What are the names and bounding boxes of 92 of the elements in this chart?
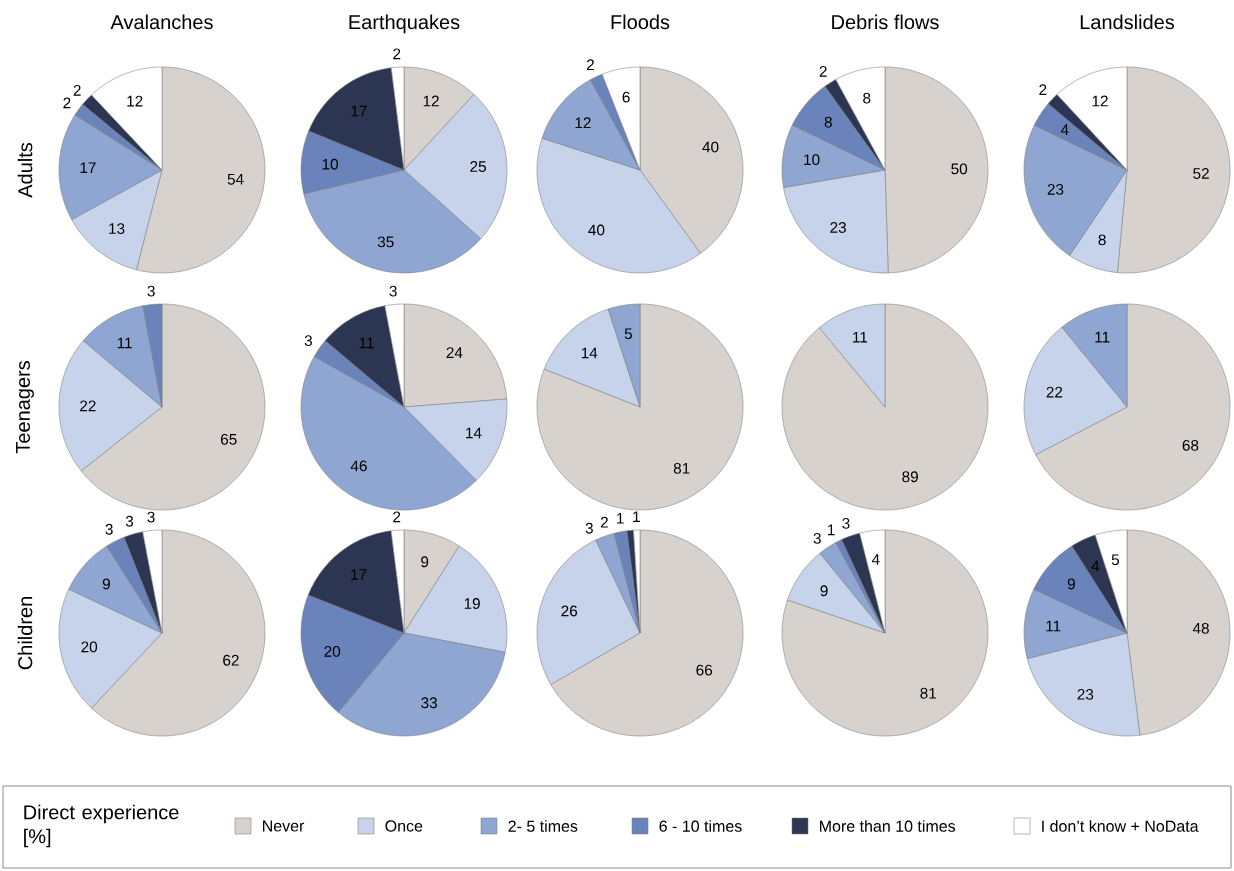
data-label: 50 (951, 163, 968, 175)
data-label: 3 (842, 517, 850, 529)
data-label: 40 (588, 224, 605, 236)
data-label: 40 (702, 141, 719, 153)
legend-label: I don’t know + NoData (1042, 820, 1199, 832)
data-label: 8 (824, 116, 832, 128)
data-label: 12 (1092, 95, 1108, 107)
data-label: 81 (920, 687, 937, 699)
legend-label: More than 10 times (820, 820, 956, 832)
data-label: 3 (147, 285, 155, 297)
data-label: 5 (1111, 554, 1120, 566)
data-label: 23 (830, 222, 846, 233)
data-label: 11 (117, 337, 132, 349)
data-label: 2 (600, 516, 608, 528)
data-label: 9 (1067, 578, 1075, 590)
chart-title: Landslides (1080, 14, 1175, 30)
data-label: 22 (1046, 386, 1063, 398)
data-label: 11 (1095, 331, 1110, 343)
data-label: 9 (102, 578, 110, 590)
data-label: 62 (223, 654, 239, 666)
data-label: 8 (1098, 234, 1106, 246)
chart-title: Earthquakes (349, 14, 460, 34)
chart-title: Debris flows (832, 14, 939, 30)
data-label: 3 (389, 285, 397, 297)
legend-title: Direct experience [%] (24, 804, 179, 848)
data-label: 8 (863, 92, 871, 104)
data-label: 66 (696, 664, 713, 676)
data-label: 25 (470, 161, 486, 172)
data-label: 3 (105, 523, 113, 535)
data-label: 4 (1060, 124, 1069, 135)
data-label: 14 (466, 427, 482, 439)
data-label: 89 (902, 471, 918, 483)
data-label: 11 (1046, 620, 1061, 632)
data-label: 19 (464, 598, 480, 609)
data-label: 23 (1047, 183, 1064, 195)
data-label: 13 (109, 223, 125, 235)
data-label: 3 (813, 532, 821, 544)
data-label: 68 (1182, 439, 1199, 451)
legend-label: Once (385, 820, 423, 832)
legend-label: 2- 5 times (508, 820, 578, 832)
text: Adults (17, 142, 33, 198)
legend-label: Never (263, 820, 305, 832)
data-label: 11 (359, 337, 374, 349)
data-label: 1 (617, 513, 624, 524)
chart-title: Avalanches (110, 14, 213, 30)
data-label: 12 (423, 95, 439, 107)
data-label: 4 (871, 554, 880, 565)
data-label: 1 (827, 524, 835, 536)
data-label: 3 (125, 515, 134, 527)
text: Children (17, 597, 33, 670)
data-label: 12 (575, 117, 591, 129)
data-label: 20 (81, 641, 98, 653)
chart-title: Floods (611, 14, 670, 30)
data-label: 2 (393, 48, 401, 60)
data-label: 9 (421, 556, 429, 568)
data-label: 10 (322, 158, 338, 170)
data-label: 2 (73, 84, 81, 96)
data-label: 5 (624, 328, 633, 340)
data-label: 17 (351, 569, 367, 580)
data-label: 9 (820, 585, 828, 597)
data-label: 2 (819, 66, 827, 77)
data-label: 24 (446, 347, 463, 358)
data-label: 1 (633, 511, 640, 522)
data-label: 10 (804, 154, 820, 166)
data-label: 52 (1193, 168, 1209, 179)
data-label: 17 (351, 105, 367, 117)
data-label: 23 (1077, 688, 1094, 700)
data-label: 17 (80, 162, 96, 173)
data-label: 11 (853, 331, 868, 343)
data-label: 3 (147, 511, 155, 523)
data-label: 14 (581, 347, 598, 359)
data-label: 4 (1091, 560, 1100, 572)
text: Teenagers (16, 361, 34, 454)
data-label: 33 (421, 697, 437, 709)
data-label: 48 (1192, 622, 1209, 634)
data-label: 3 (585, 522, 593, 534)
legend-label: 6 - 10 times (659, 820, 742, 832)
data-label: 26 (561, 605, 578, 617)
data-label: 54 (227, 173, 244, 185)
data-label: 65 (220, 433, 237, 445)
data-label: 20 (324, 646, 341, 657)
data-label: 3 (304, 335, 312, 347)
data-label: 2 (63, 97, 71, 109)
data-label: 2 (586, 59, 594, 71)
data-label: 22 (80, 400, 96, 412)
data-label: 6 (622, 91, 630, 103)
data-label: 35 (377, 236, 394, 248)
data-label: 2 (1039, 84, 1047, 95)
data-label: 12 (127, 95, 143, 107)
data-label: 81 (673, 462, 690, 474)
data-label: 46 (350, 460, 367, 472)
data-label: 2 (393, 511, 401, 523)
